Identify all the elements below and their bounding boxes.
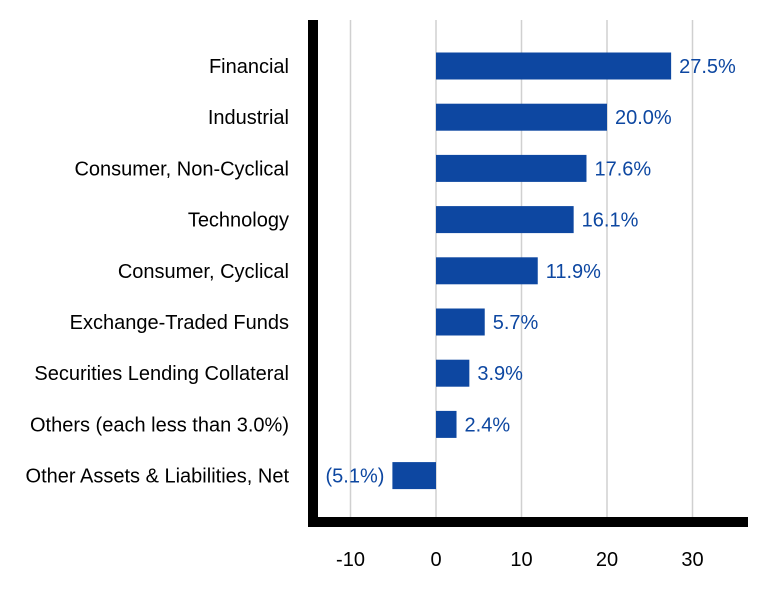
bar-2 [436, 154, 587, 182]
data-label: 27.5% [679, 56, 736, 78]
data-label: 16.1% [582, 210, 639, 232]
axis-layer [308, 20, 748, 527]
data-label: 20.0% [615, 107, 672, 129]
y-axis-line [308, 20, 318, 527]
category-label: Securities Lending Collateral [34, 363, 289, 385]
data-label: 11.9% [546, 261, 601, 283]
bar-1 [436, 103, 607, 131]
bar-7 [436, 410, 457, 438]
data-label: 3.9% [477, 363, 523, 385]
bar-0 [436, 52, 672, 80]
x-tick-label: -10 [336, 549, 365, 571]
category-label: Financial [209, 56, 289, 78]
bar-6 [436, 359, 470, 387]
bar-3 [436, 206, 574, 234]
bar-layer [392, 52, 672, 490]
category-label: Consumer, Non-Cyclical [74, 158, 289, 180]
bar-4 [436, 257, 538, 285]
category-label: Exchange-Traded Funds [70, 312, 289, 334]
category-label: Other Assets & Liabilities, Net [26, 466, 290, 488]
data-label: 2.4% [465, 414, 511, 436]
category-label: Industrial [208, 107, 289, 129]
x-tick-label: 20 [596, 549, 618, 571]
label-layer: -10 0 10 20 30 Financial 27.5% Industrial 20.0% C… [26, 56, 737, 571]
x-tick-label: 30 [681, 549, 703, 571]
category-label: Others (each less than 3.0%) [30, 414, 289, 436]
data-label: (5.1%) [325, 466, 384, 488]
data-label: 17.6% [594, 158, 651, 180]
bar-5 [436, 308, 485, 336]
data-label: 5.7% [493, 312, 539, 334]
category-label: Consumer, Cyclical [118, 261, 289, 283]
bar-8 [392, 462, 436, 490]
category-label: Technology [188, 210, 289, 232]
x-tick-label: 0 [430, 549, 441, 571]
x-tick-label: 10 [510, 549, 532, 571]
x-axis-line [308, 517, 748, 527]
